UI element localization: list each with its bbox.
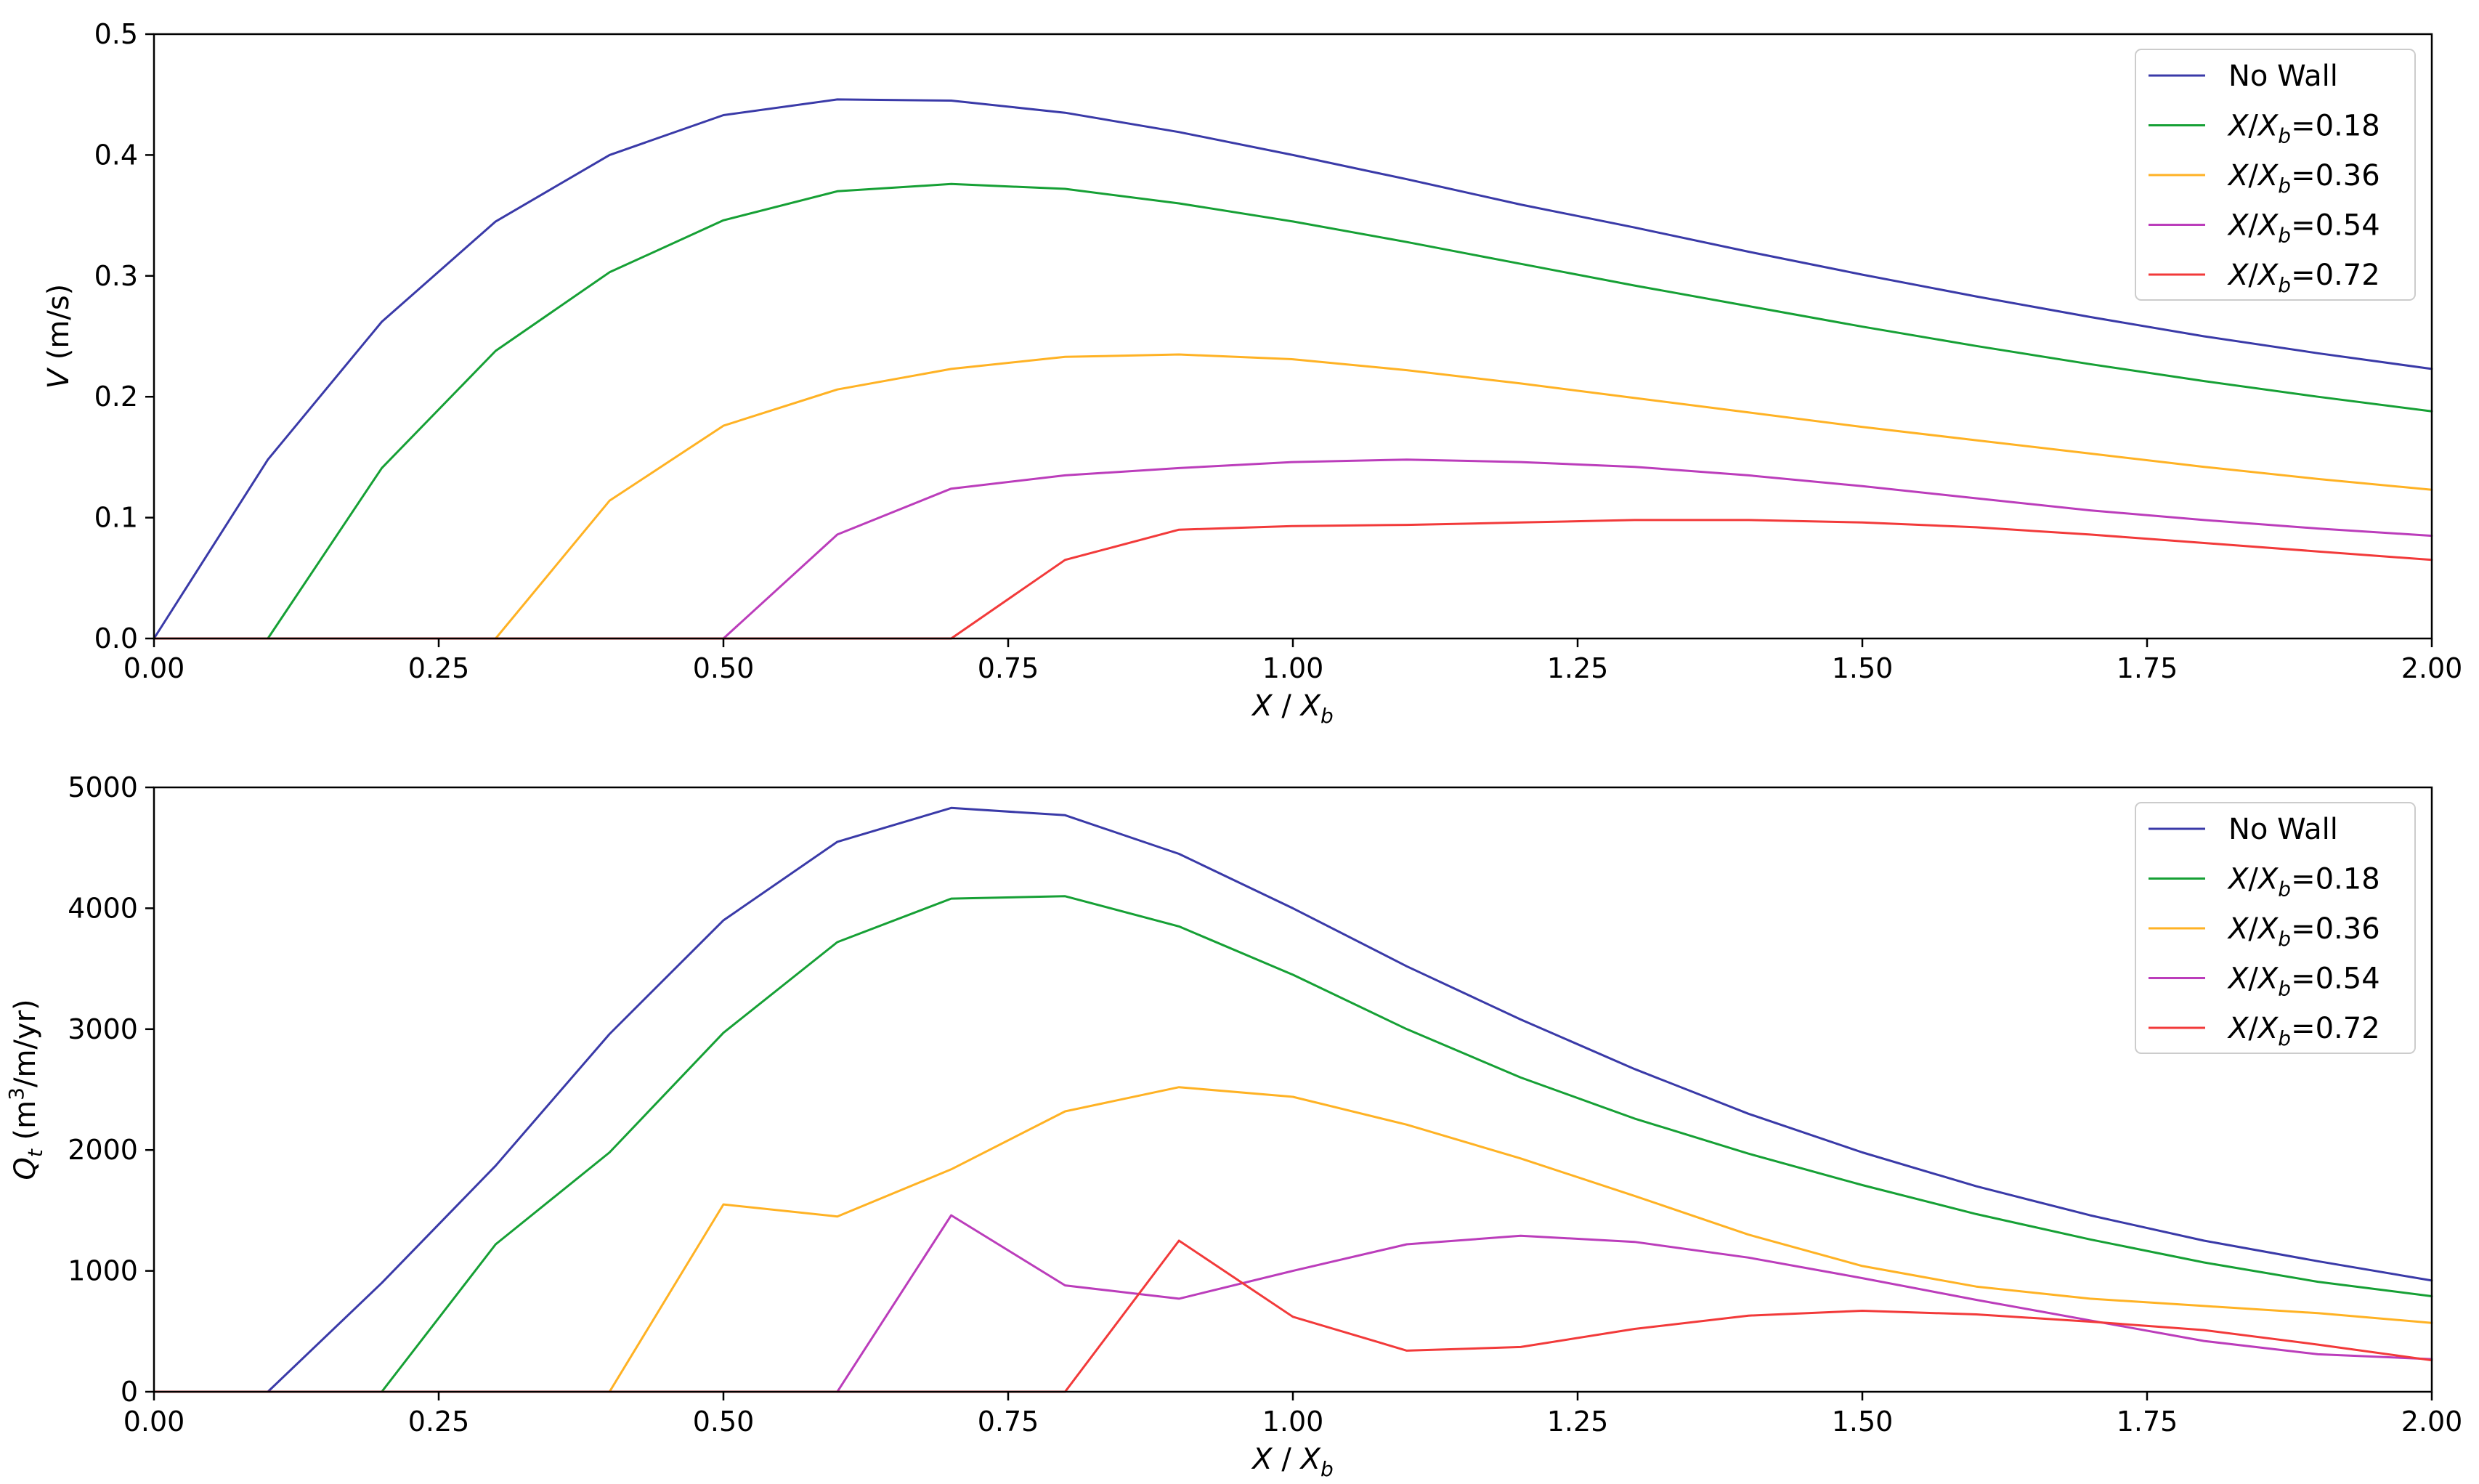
legend-label-1: X/Xb=0.18 xyxy=(2227,863,2380,901)
y-tick-label: 0.1 xyxy=(94,502,138,534)
y-tick-label: 0.2 xyxy=(94,381,138,413)
x-tick-label: 0.25 xyxy=(408,1406,470,1438)
y-tick-label: 3000 xyxy=(68,1013,138,1045)
series-line-4 xyxy=(153,519,2433,640)
series-line-1 xyxy=(153,182,2433,640)
transport-chart: 0.00 0.25 0.50 0.75 1.00 1.25 1.50 1.75 2.00 0 100… xyxy=(4,771,2462,1481)
legend-box xyxy=(2135,49,2416,301)
x-tick-label: 2.00 xyxy=(2401,652,2463,684)
x-tick-label: 1.50 xyxy=(1832,1406,1894,1438)
x-tick-label: 2.00 xyxy=(2401,1406,2463,1438)
legend-label-4: X/Xb=0.72 xyxy=(2227,259,2380,297)
y-tick-label: 2000 xyxy=(68,1134,138,1166)
series-line-4 xyxy=(153,1239,2433,1393)
legend-box xyxy=(2135,802,2416,1054)
x-axis-label: X / Xb xyxy=(1251,689,1334,728)
x-tick-label: 1.00 xyxy=(1262,1406,1324,1438)
plot-frame xyxy=(153,33,2433,640)
y-tick-label: 0.5 xyxy=(94,18,138,50)
y-axis-label: Qt (m3/m/yr) xyxy=(4,999,47,1180)
legend-label-2: X/Xb=0.36 xyxy=(2227,912,2380,951)
x-tick-label: 0.50 xyxy=(693,1406,755,1438)
y-tick-label: 0.0 xyxy=(94,623,138,654)
series-line-2 xyxy=(153,353,2433,640)
series-line-1 xyxy=(153,895,2433,1393)
plot-frame xyxy=(153,786,2433,1393)
legend: No Wall X/Xb=0.18 X/Xb=0.36 X/Xb=0.54 X/Xb=0… xyxy=(2135,49,2416,301)
x-tick-label: 1.75 xyxy=(2117,652,2178,684)
y-tick-label: 5000 xyxy=(68,771,138,803)
x-tick-label: 0.00 xyxy=(123,652,185,684)
x-tick-label: 1.00 xyxy=(1262,652,1324,684)
x-axis-label: X / Xb xyxy=(1251,1443,1334,1481)
y-tick-label: 0.3 xyxy=(94,260,138,292)
series-line-3 xyxy=(153,458,2433,640)
series-line-0 xyxy=(153,98,2433,640)
x-tick-label: 1.25 xyxy=(1547,1406,1609,1438)
x-tick-label: 1.75 xyxy=(2117,1406,2178,1438)
legend-label-3: X/Xb=0.54 xyxy=(2227,962,2380,1001)
legend: No Wall X/Xb=0.18 X/Xb=0.36 X/Xb=0.54 X/Xb=0… xyxy=(2135,802,2416,1054)
x-tick-label: 0.25 xyxy=(408,652,470,684)
legend-label-2: X/Xb=0.36 xyxy=(2227,159,2380,198)
y-tick-label: 0 xyxy=(121,1376,138,1408)
legend-label-1: X/Xb=0.18 xyxy=(2227,110,2380,148)
series-line-0 xyxy=(153,806,2433,1393)
x-tick-label: 1.50 xyxy=(1832,652,1894,684)
y-tick-label: 1000 xyxy=(68,1255,138,1287)
x-tick-label: 0.50 xyxy=(693,652,755,684)
series-line-3 xyxy=(153,1214,2433,1393)
y-tick-label: 4000 xyxy=(68,892,138,924)
x-tick-label: 0.75 xyxy=(978,1406,1039,1438)
legend-label-4: X/Xb=0.72 xyxy=(2227,1012,2380,1050)
legend-label-3: X/Xb=0.54 xyxy=(2227,209,2380,248)
x-tick-label: 0.00 xyxy=(123,1406,185,1438)
y-axis-label: V (m/s) xyxy=(42,284,76,389)
x-tick-label: 0.75 xyxy=(978,652,1039,684)
legend-label-0: No Wall xyxy=(2228,60,2338,93)
x-tick-label: 1.25 xyxy=(1547,652,1609,684)
legend-label-0: No Wall xyxy=(2228,813,2338,846)
velocity-chart: 0.00 0.25 0.50 0.75 1.00 1.25 1.50 1.75 2.00 0.0 0… xyxy=(42,18,2462,728)
y-tick-label: 0.4 xyxy=(94,139,138,171)
